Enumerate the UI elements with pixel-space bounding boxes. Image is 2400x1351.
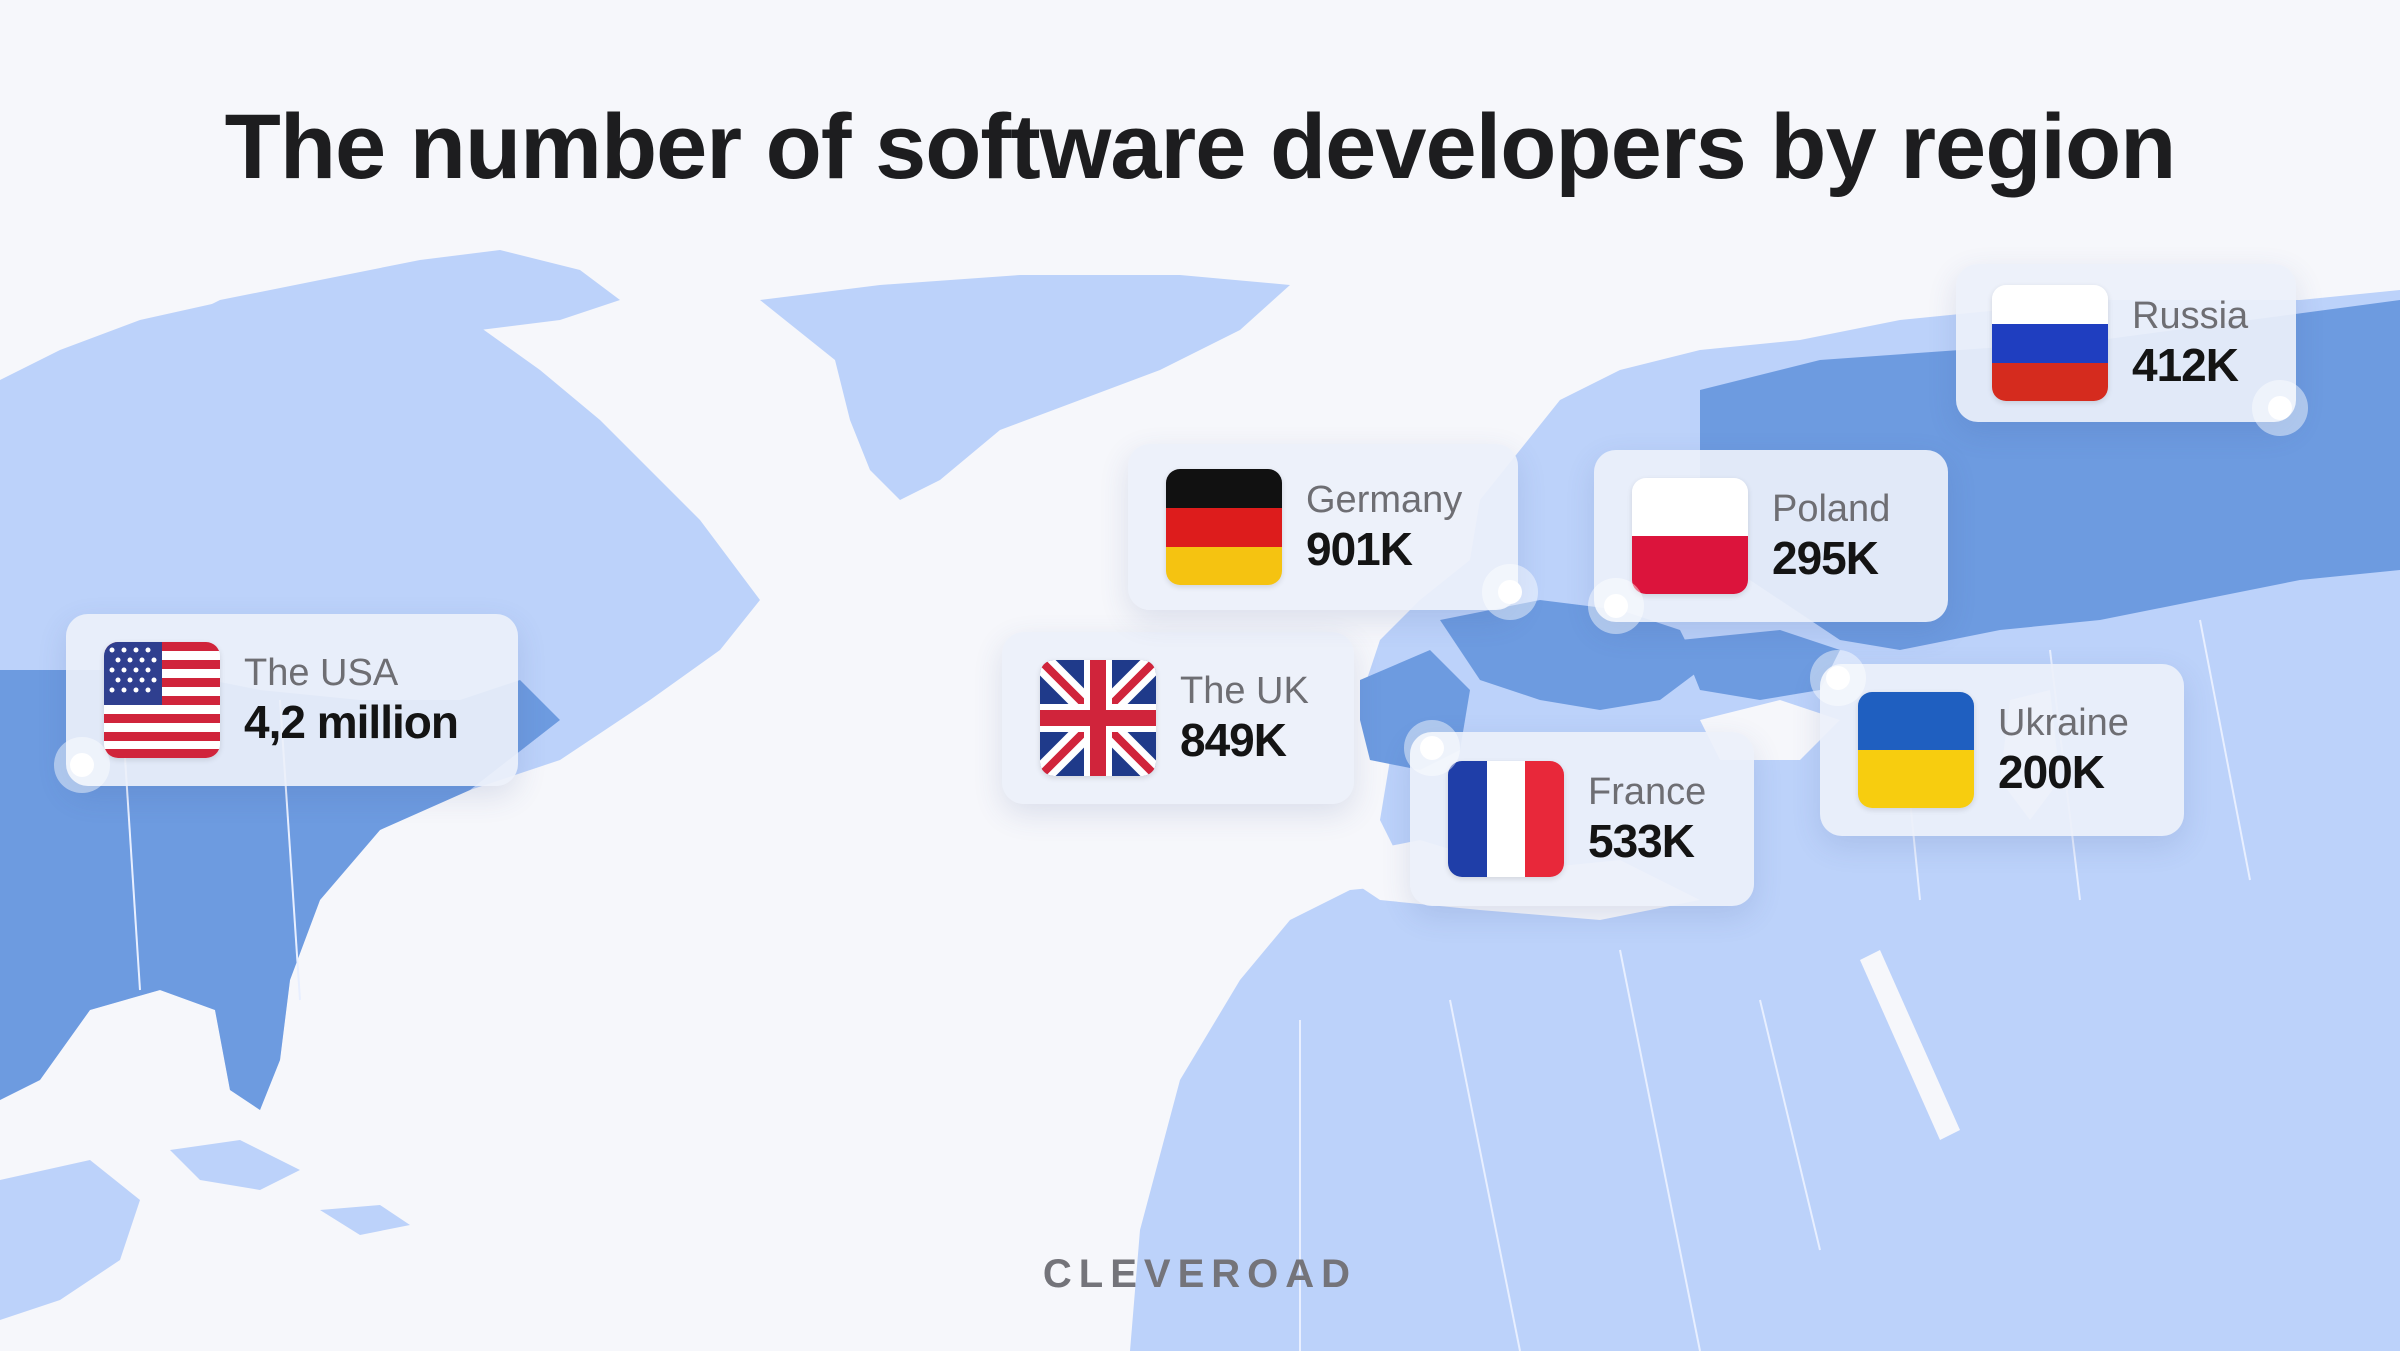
arctic-islands-2 [300, 400, 430, 470]
page-title: The number of software developers by reg… [224, 96, 2177, 198]
country-name: The USA [244, 651, 399, 694]
arctic-islands [140, 250, 620, 360]
location-marker-russia [2268, 396, 2292, 420]
country-name: Poland [1772, 487, 1891, 530]
developer-count: 901K [1306, 523, 1413, 576]
region-card-germany: Germany 901K [1128, 444, 1518, 610]
developer-count: 533K [1588, 815, 1695, 868]
region-card-usa: The USA 4,2 million [66, 614, 518, 786]
brand-logo: CLEVEROAD [1042, 1252, 1358, 1296]
region-card-ukraine: Ukraine 200K [1820, 664, 2184, 836]
africa-landmass [1130, 880, 2000, 1351]
country-name: Russia [2132, 294, 2249, 337]
region-card-uk: The UK 849K [1002, 632, 1354, 804]
caribbean-islands-2 [320, 1205, 410, 1235]
region-card-russia: Russia 412K [1956, 264, 2296, 422]
france-flag-icon [1448, 761, 1564, 877]
central-europe-highlight [1440, 600, 1700, 710]
developer-count: 295K [1772, 532, 1879, 585]
country-name: Germany [1306, 478, 1463, 521]
developer-count: 412K [2132, 339, 2239, 392]
uk-flag-icon [1040, 660, 1156, 776]
ukraine-highlight [1680, 630, 1840, 700]
location-marker-france [1420, 736, 1444, 760]
country-name: France [1588, 770, 1707, 813]
greenland [760, 275, 1290, 500]
country-name: Ukraine [1998, 701, 2129, 744]
region-card-poland: Poland 295K [1594, 450, 1948, 622]
location-marker-ukraine [1826, 666, 1850, 690]
poland-flag-icon [1632, 478, 1748, 594]
usa-flag-icon [104, 642, 220, 758]
caribbean-islands [170, 1140, 300, 1190]
location-marker-germany [1498, 580, 1522, 604]
developer-count: 4,2 million [244, 696, 459, 749]
developer-count: 849K [1180, 714, 1287, 767]
location-marker-poland [1604, 594, 1628, 618]
country-name: The UK [1180, 669, 1309, 712]
region-card-france: France 533K [1410, 732, 1754, 906]
south-america-tip [0, 1160, 140, 1320]
ukraine-flag-icon [1858, 692, 1974, 808]
developer-count: 200K [1998, 746, 2105, 799]
red-sea [1860, 950, 1960, 1140]
location-marker-usa [70, 753, 94, 777]
russia-flag-icon [1992, 285, 2108, 401]
germany-flag-icon [1166, 469, 1282, 585]
